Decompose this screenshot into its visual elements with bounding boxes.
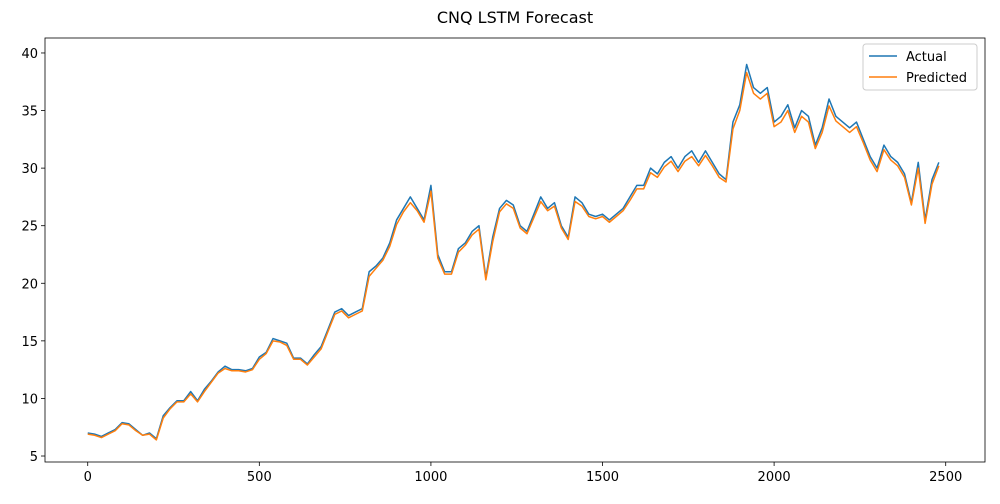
series-line [87, 63, 940, 440]
legend: Actual Predicted [862, 43, 978, 91]
x-tick-label: 0 [84, 470, 92, 485]
legend-label: Predicted [906, 71, 967, 86]
y-tick-label: 10 [21, 392, 38, 407]
x-tick-label: 500 [247, 470, 272, 485]
plot-frame [44, 37, 986, 463]
x-tick-label: 1500 [586, 470, 619, 485]
x-tick-label: 1000 [414, 470, 447, 485]
series-line [87, 71, 940, 441]
y-tick-label: 25 [21, 220, 38, 235]
y-tick-label: 5 [30, 450, 38, 465]
y-tick-label: 35 [21, 105, 38, 120]
y-tick-label: 30 [21, 162, 38, 177]
y-tick-label: 20 [21, 277, 38, 292]
y-tick-label: 40 [21, 47, 38, 62]
y-tick-label: 15 [21, 335, 38, 350]
chart-title: CNQ LSTM Forecast [437, 8, 593, 27]
x-tick-label: 2500 [929, 470, 962, 485]
legend-label: Actual [906, 50, 947, 65]
x-tick-label: 2000 [758, 470, 791, 485]
